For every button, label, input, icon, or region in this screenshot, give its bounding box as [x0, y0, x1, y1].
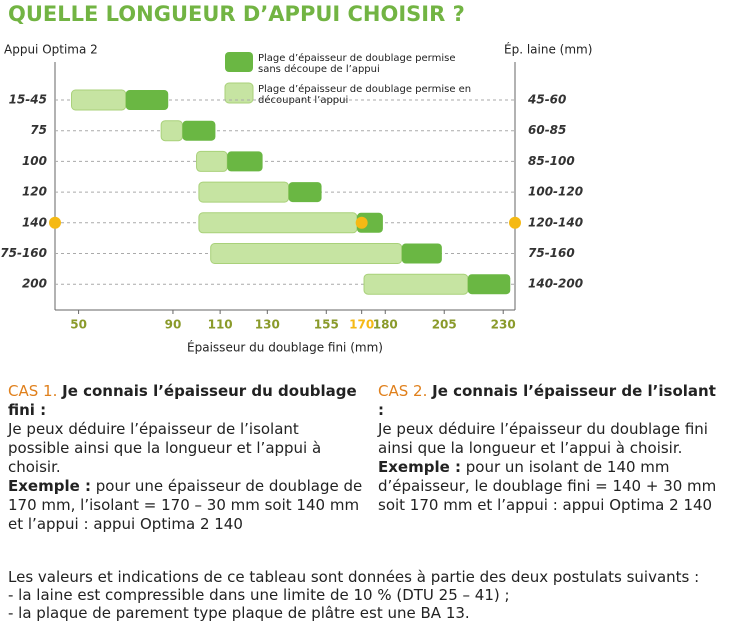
range-bar [160, 120, 183, 142]
y2-tick-label: 75-160 [528, 246, 575, 260]
legend-swatch [225, 52, 253, 72]
highlight-dot [355, 216, 368, 229]
x-tick-label: 170 [349, 318, 374, 332]
range-bar [182, 120, 216, 141]
legend-swatch [224, 82, 254, 104]
example-label: Exemple : [378, 458, 461, 476]
highlight-dot [509, 216, 521, 229]
notes: Les valeurs et indications de ce tableau… [8, 568, 738, 622]
x-tick-label: 155 [314, 318, 339, 332]
x-axis-title: Épaisseur du doublage fini (mm) [187, 340, 383, 355]
y-tick-label: 15-45 [9, 93, 47, 107]
note-item: - la laine est compressible dans une lim… [8, 586, 510, 604]
case-text: Je peux déduire l’épaisseur de l’isolant… [8, 420, 322, 476]
y-tick-label: 75 [30, 123, 47, 137]
example-text: pour une épaisseur de doublage de 170 mm… [8, 477, 363, 533]
x-tick-label: 90 [165, 318, 182, 332]
y2-tick-label: 60-85 [528, 123, 566, 137]
range-bar [288, 182, 322, 203]
note-item: - la plaque de parement type plaque de p… [8, 604, 470, 622]
y2-tick-label: 140-200 [528, 277, 583, 291]
range-bar [210, 243, 403, 264]
case-heading: Je connais l’épaisseur de l’isolant : [378, 382, 716, 419]
x-tick-label: 50 [70, 318, 87, 332]
range-bar [71, 89, 127, 111]
range-bar [196, 150, 228, 172]
case-2: CAS 2. Je connais l’épaisseur de l’isola… [378, 382, 718, 515]
y2-tick-label: 85-100 [528, 154, 575, 168]
chart: QUELLE LONGUEUR D’APPUI CHOISIR ? Appui … [0, 2, 592, 355]
case-1: CAS 1. Je connais l’épaisseur du doublag… [8, 382, 363, 534]
range-bar [363, 273, 469, 295]
x-tick-label: 110 [208, 318, 233, 332]
chart-title: QUELLE LONGUEUR D’APPUI CHOISIR ? [8, 2, 465, 26]
y2-tick-label: 45-60 [527, 93, 566, 107]
example-label: Exemple : [8, 477, 91, 495]
notes-intro: Les valeurs et indications de ce tableau… [8, 568, 700, 586]
range-bar [467, 274, 511, 295]
example-text: pour un isolant de 140 mm d’épaisseur, l… [378, 458, 717, 514]
case-label: CAS 1. [8, 382, 58, 400]
case-heading: Je connais l’épaisseur du doublage fini … [8, 382, 357, 419]
y2-tick-label: 100-120 [528, 185, 583, 199]
range-bar [227, 151, 263, 172]
legend-label: Plage d’épaisseur de doublage permise sa… [258, 53, 456, 75]
case-text: Je peux déduire l’épaisseur du doublage … [378, 420, 708, 457]
y-tick-label: 100 [22, 154, 47, 168]
y2-axis-title: Ép. laine (mm) [504, 42, 592, 57]
case-label: CAS 2. [378, 382, 428, 400]
y-axis-title: Appui Optima 2 [4, 43, 98, 57]
y-tick-label: 120 [22, 185, 47, 199]
y-tick-label: 75-160 [0, 246, 47, 260]
x-tick-label: 180 [373, 318, 398, 332]
x-tick-label: 230 [491, 318, 516, 332]
range-bar [198, 212, 358, 234]
y-tick-label: 140 [22, 215, 47, 229]
range-bar [125, 90, 169, 110]
highlight-dot [49, 216, 61, 229]
range-bar [198, 181, 290, 203]
legend-label: Plage d’épaisseur de doublage permise en… [258, 84, 472, 106]
y-tick-label: 200 [22, 277, 47, 291]
y2-tick-label: 120-140 [528, 215, 583, 229]
x-tick-label: 205 [432, 318, 457, 332]
range-bar [401, 243, 442, 264]
x-tick-label: 130 [255, 318, 280, 332]
